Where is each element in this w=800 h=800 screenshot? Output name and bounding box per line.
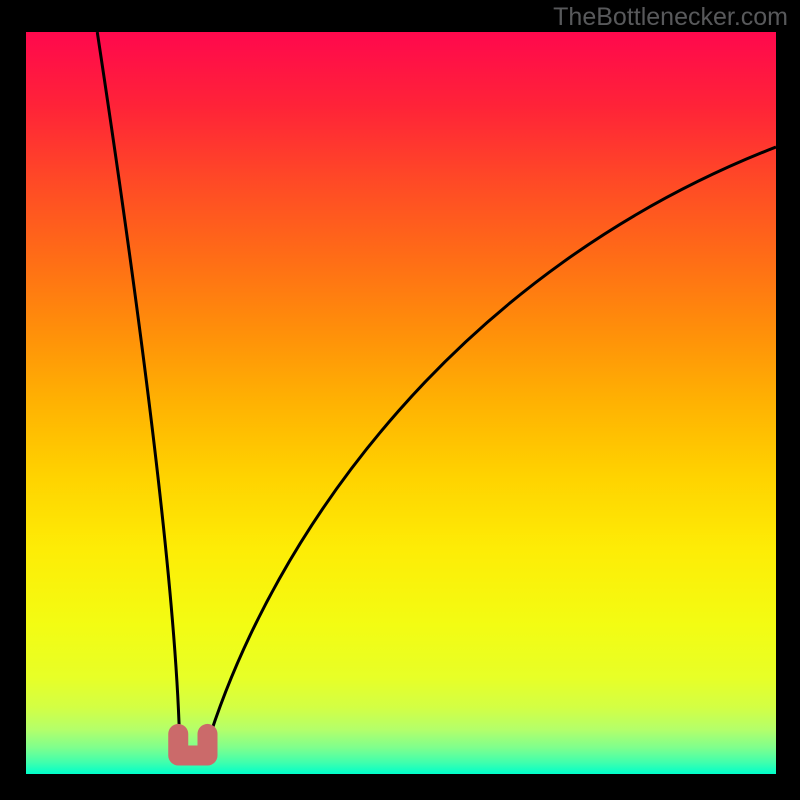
- attribution-label: TheBottlenecker.com: [553, 3, 788, 32]
- plot-area: [26, 32, 776, 774]
- plot-svg: [26, 32, 776, 774]
- gradient-background: [26, 32, 776, 774]
- chart-frame: TheBottlenecker.com: [0, 0, 800, 800]
